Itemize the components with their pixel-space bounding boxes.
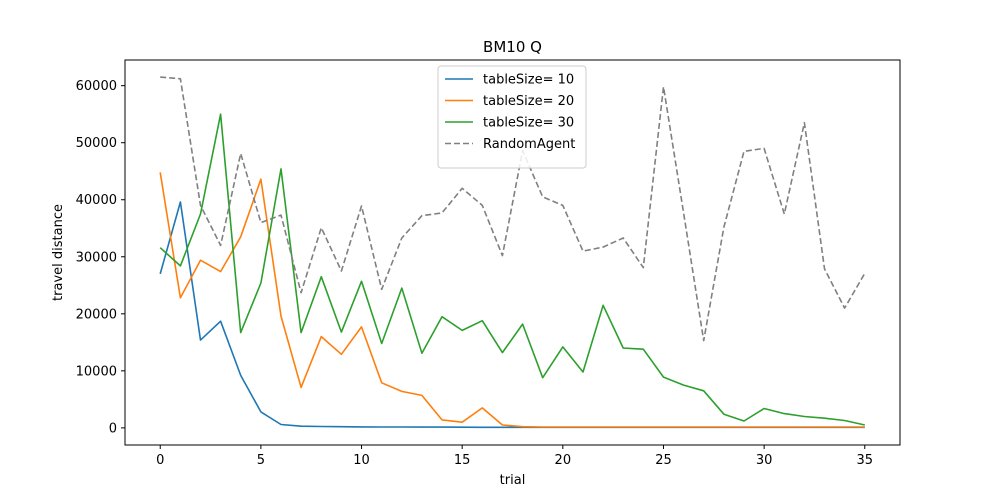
- legend-label: tableSize= 30: [483, 116, 574, 131]
- series-line: [160, 76, 866, 342]
- legend-label: RandomAgent: [483, 137, 575, 152]
- y-tick-label: 60000: [76, 79, 117, 94]
- series-line: [159, 113, 865, 426]
- legend-box: [437, 65, 587, 169]
- axes-layer: 0 5 10 15 20 25 30 35 0 10000 20000 30000 40000 50000…: [76, 79, 873, 468]
- plot-layer: [159, 76, 866, 429]
- legend-label: tableSize= 10: [483, 73, 574, 88]
- x-tick-label: 15: [454, 453, 471, 468]
- y-tick-label: 10000: [76, 364, 117, 379]
- legend: tableSize= 10 tableSize= 20 tableSize= 30 R…: [437, 65, 587, 169]
- x-tick-label: 5: [257, 453, 265, 468]
- chart-title: BM10 Q: [483, 38, 542, 56]
- x-axis-title: trial: [500, 473, 526, 488]
- series-line: [159, 172, 865, 428]
- series-line: [159, 201, 865, 429]
- x-tick-label: 30: [756, 453, 773, 468]
- plot-frame: [124, 59, 901, 446]
- y-axis-title: travel distance: [51, 204, 66, 301]
- x-tick-label: 0: [156, 453, 164, 468]
- y-tick-label: 40000: [76, 193, 117, 208]
- y-tick-label: 30000: [76, 250, 117, 265]
- legend-label: tableSize= 20: [483, 94, 574, 109]
- y-tick-label: 50000: [76, 136, 117, 151]
- x-tick-label: 10: [353, 453, 370, 468]
- y-tick-label: 0: [109, 421, 117, 436]
- x-tick-label: 35: [856, 453, 873, 468]
- x-tick-label: 25: [655, 453, 672, 468]
- y-tick-label: 20000: [76, 307, 117, 322]
- x-tick-label: 20: [555, 453, 572, 468]
